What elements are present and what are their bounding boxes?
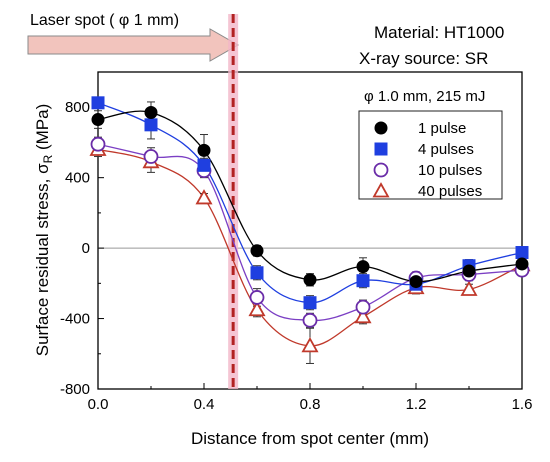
y-tick-label: 0 (82, 240, 90, 257)
data-point (195, 189, 213, 205)
data-point (355, 299, 371, 315)
data-point (354, 307, 372, 324)
data-point (250, 244, 264, 258)
data-point (91, 113, 105, 127)
series-curves (97, 102, 523, 347)
data-point (462, 264, 476, 278)
y-axis-label-main: Surface residual stress, σ (33, 163, 52, 356)
x-tick-label: 0.4 (194, 396, 215, 413)
series-line (97, 110, 523, 283)
legend-label: 4 pulses (418, 141, 474, 158)
legend-marker (374, 142, 388, 156)
y-axis-label-unit: (MPa) (33, 104, 52, 155)
data-point (90, 136, 106, 152)
legend-marker (374, 121, 388, 135)
data-point (249, 290, 265, 305)
axis-ticks: 0.0 0.4 0.8 1.2 1.6 -800 -400 0 400 800 (60, 99, 532, 413)
data-point (356, 260, 370, 274)
x-tick-label: 1.6 (512, 396, 533, 413)
data-point (409, 275, 423, 289)
y-axis-label-sub: R (41, 154, 55, 163)
data-point (302, 312, 318, 328)
data-point (303, 273, 317, 287)
data-point (143, 149, 159, 164)
data-point (515, 257, 529, 271)
data-point (197, 143, 211, 157)
x-axis-label: Distance from spot center (mm) (191, 429, 429, 448)
legend-items: 1 pulse 4 pulses 10 pulses 40 pulses (372, 120, 482, 200)
laser-spot-annotation: Laser spot ( φ 1 mm) (27, 12, 240, 62)
y-tick-label: -800 (60, 381, 90, 398)
laser-spot-label: Laser spot ( φ 1 mm) (30, 12, 179, 29)
data-points (89, 96, 531, 353)
data-point (460, 280, 478, 296)
data-point (91, 96, 105, 110)
data-point (303, 296, 317, 310)
data-point (515, 246, 529, 260)
legend: φ 1.0 mm, 215 mJ 1 pulse 4 pulses 10 pulse… (358, 88, 503, 200)
legend-label: 1 pulse (418, 120, 466, 137)
y-axis-label: Surface residual stress, σR (MPa) (33, 104, 55, 357)
xray-source-label: X-ray source: SR (359, 49, 488, 68)
legend-label: 10 pulses (418, 162, 482, 179)
legend-marker (373, 162, 389, 178)
data-point (301, 337, 319, 353)
y-tick-label: 400 (65, 170, 90, 187)
legend-label: 40 pulses (418, 183, 482, 200)
x-tick-label: 1.2 (406, 396, 427, 413)
data-point (144, 106, 158, 120)
data-point (248, 300, 266, 317)
y-tick-label: 800 (65, 99, 90, 116)
material-label: Material: HT1000 (374, 23, 504, 42)
y-tick-label: -400 (60, 311, 90, 328)
data-point (250, 266, 264, 280)
x-tick-label: 0.8 (300, 396, 321, 413)
legend-marker (372, 182, 390, 198)
laser-spot-arrow (27, 28, 240, 62)
data-point (356, 274, 370, 288)
data-point (197, 158, 211, 172)
legend-title: φ 1.0 mm, 215 mJ (364, 88, 485, 105)
series-line (97, 102, 523, 304)
x-tick-label: 0.0 (88, 396, 109, 413)
data-point (144, 118, 158, 132)
series-line (97, 148, 523, 347)
